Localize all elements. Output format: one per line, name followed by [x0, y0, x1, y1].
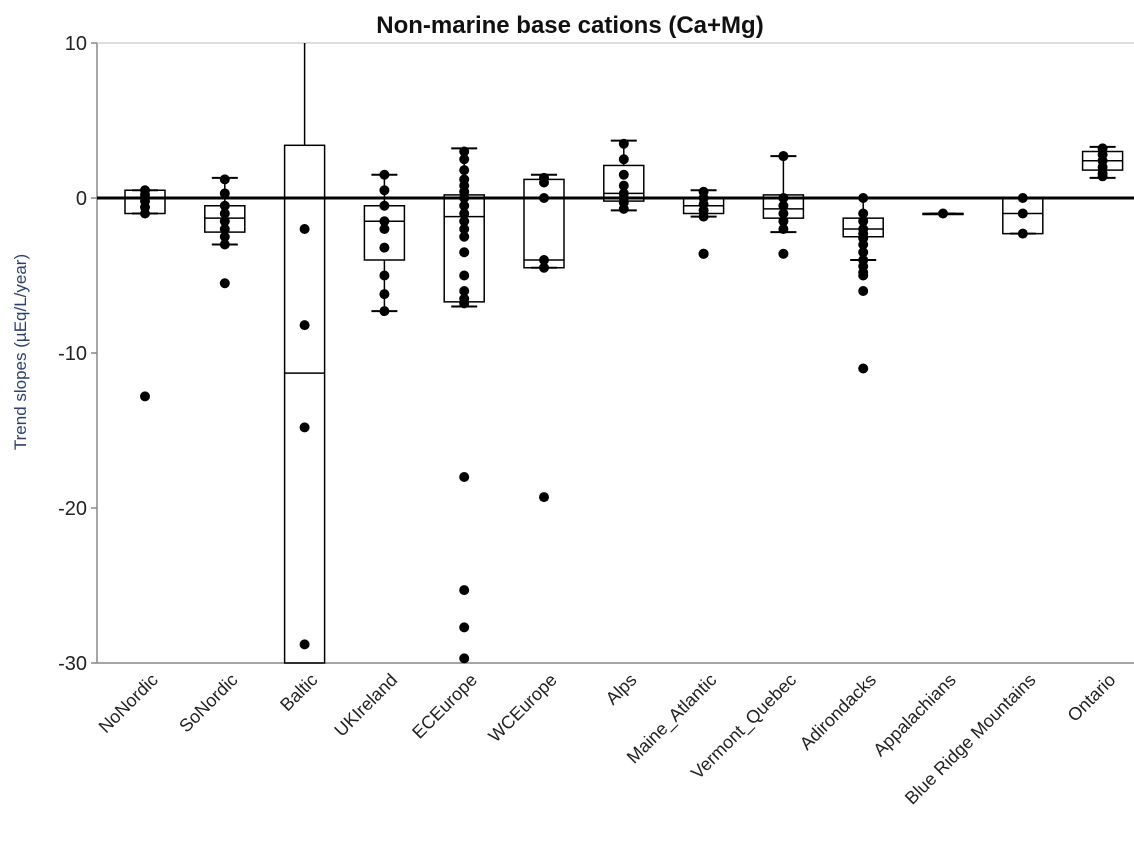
data-point	[938, 208, 948, 219]
y-tick-label: -30	[58, 653, 87, 675]
data-point	[219, 231, 230, 242]
data-point	[539, 255, 549, 265]
data-point	[219, 239, 230, 250]
data-point	[219, 224, 230, 234]
data-point	[618, 169, 629, 180]
data-point	[698, 248, 709, 259]
y-tick-label: -20	[58, 498, 87, 520]
data-point	[539, 262, 549, 273]
data-point	[778, 200, 789, 211]
data-point	[858, 270, 869, 281]
data-point	[459, 208, 470, 219]
data-point	[459, 200, 470, 211]
data-point	[140, 208, 150, 219]
data-point	[778, 208, 789, 219]
data-point	[858, 208, 869, 219]
y-tick-label: -10	[58, 343, 87, 365]
data-point	[858, 239, 869, 250]
data-point	[459, 472, 470, 482]
data-point	[858, 193, 869, 203]
y-axis-label: Trend slopes (µEq/L/year)	[11, 254, 30, 450]
data-point	[379, 185, 390, 196]
data-point	[379, 169, 390, 180]
data-point	[219, 208, 230, 219]
data-point	[219, 200, 230, 211]
data-point	[618, 138, 629, 149]
data-point	[618, 203, 629, 214]
data-point	[459, 231, 470, 242]
data-point	[618, 180, 629, 191]
data-point	[459, 216, 470, 227]
data-point	[459, 165, 470, 176]
box	[283, 144, 326, 664]
data-point	[778, 248, 789, 259]
data-point	[539, 492, 549, 503]
data-point	[379, 270, 390, 281]
data-point	[539, 193, 549, 203]
data-point	[219, 188, 230, 199]
data-point	[299, 320, 310, 331]
y-tick-label: 10	[65, 33, 87, 55]
data-point	[459, 622, 470, 633]
data-point	[459, 298, 470, 309]
data-point	[459, 653, 470, 664]
data-point	[459, 270, 470, 281]
data-point	[459, 193, 470, 203]
data-point	[1017, 193, 1028, 203]
data-point	[379, 289, 390, 300]
data-point	[1097, 171, 1108, 182]
data-point	[778, 151, 789, 162]
data-point	[379, 200, 390, 211]
data-point	[299, 639, 310, 650]
data-point	[858, 216, 869, 227]
data-point	[219, 278, 230, 289]
data-point	[618, 154, 629, 165]
data-point	[379, 216, 390, 227]
data-point	[778, 224, 789, 234]
data-point	[459, 247, 470, 258]
data-point	[299, 422, 310, 433]
data-point	[459, 146, 470, 157]
data-point	[778, 216, 789, 227]
data-point	[858, 286, 869, 296]
data-point	[219, 216, 230, 227]
data-point	[459, 286, 470, 296]
data-point	[459, 154, 470, 165]
data-point	[140, 391, 150, 402]
data-point	[1017, 228, 1028, 239]
data-point	[379, 224, 390, 234]
data-point	[778, 193, 789, 203]
data-point	[299, 224, 310, 234]
data-point	[459, 224, 470, 234]
data-point	[858, 363, 869, 374]
y-tick-label: 0	[76, 188, 87, 210]
data-point	[698, 211, 709, 222]
data-point	[858, 247, 869, 258]
data-point	[539, 177, 549, 188]
data-point	[459, 585, 470, 596]
data-point	[379, 306, 390, 317]
data-point	[379, 242, 390, 253]
data-point	[219, 174, 230, 185]
chart-title: Non-marine base cations (Ca+Mg)	[376, 12, 763, 39]
data-point	[1017, 208, 1028, 219]
